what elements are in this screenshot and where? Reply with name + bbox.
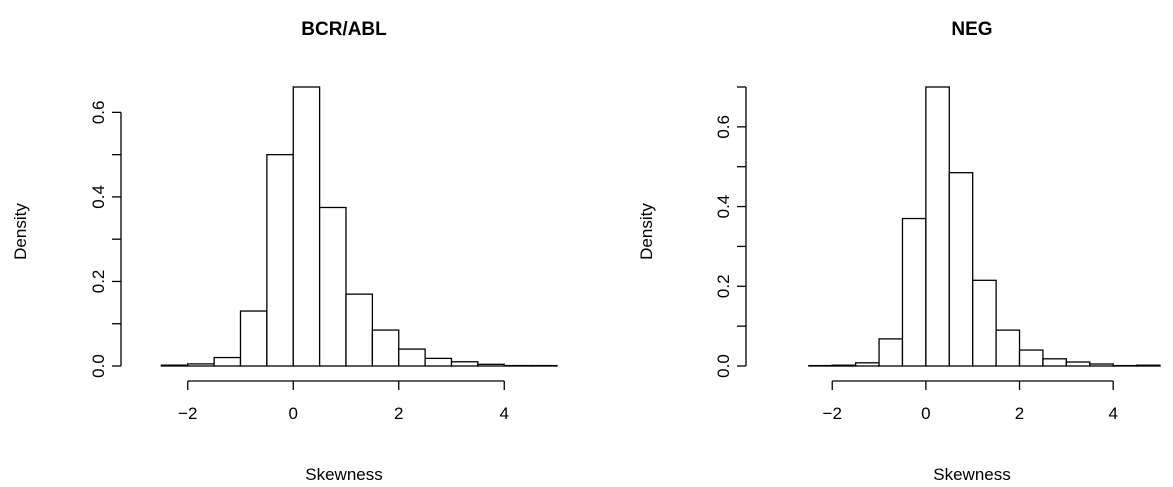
histogram-bar [452, 362, 478, 366]
histogram-bar [425, 358, 451, 366]
histogram-bar [902, 219, 925, 366]
y-tick-label: 0.2 [714, 274, 733, 298]
histogram-bar [1066, 362, 1089, 366]
x-tick-label: −2 [823, 404, 842, 423]
histogram-bar [320, 207, 346, 366]
y-tick-label: 0.4 [89, 185, 108, 209]
histogram-bar [996, 330, 1019, 366]
x-tick-label: 0 [921, 404, 930, 423]
y-tick-label: 0.6 [714, 115, 733, 139]
x-tick-label: 2 [394, 404, 403, 423]
histogram-bar [161, 365, 187, 366]
histogram-bar [478, 364, 504, 366]
histogram-bar [1137, 365, 1160, 366]
x-tick-label: 4 [1108, 404, 1117, 423]
histogram-bar [926, 87, 949, 366]
y-tick-label: 0.0 [89, 354, 108, 378]
histogram-bar [214, 358, 240, 366]
x-tick-label: −2 [178, 404, 197, 423]
x-axis-label: Skewness [933, 465, 1010, 484]
x-tick-label: 0 [289, 404, 298, 423]
histogram-panel-1: BCR/ABL −2 0 2 4 0.0 0.2 0.4 0.6 Density Skewness [11, 19, 557, 484]
histogram-bar [267, 155, 293, 366]
x-tick-label: 4 [500, 404, 509, 423]
histogram-bar [241, 311, 267, 366]
histogram-bar [949, 173, 972, 366]
x-tick-label: 2 [1015, 404, 1024, 423]
histogram-panel-2: NEG −2 0 2 4 0.0 0.2 0.4 0.6 Density Skewness [637, 19, 1160, 484]
y-axis-label: Density [637, 203, 656, 260]
chart-title: NEG [951, 19, 992, 40]
y-axis-label: Density [11, 203, 30, 260]
x-axis-label: Skewness [305, 465, 382, 484]
histogram-bar [856, 363, 879, 366]
histogram-bar [832, 365, 855, 366]
histogram-bar [879, 339, 902, 366]
histogram-bar [1043, 359, 1066, 366]
chart-title: BCR/ABL [301, 19, 387, 40]
histogram-bar [399, 349, 425, 366]
y-tick-label: 0.4 [714, 195, 733, 219]
histogram-bar [1090, 364, 1113, 366]
histogram-bar [188, 364, 214, 366]
histogram-bar [973, 280, 996, 366]
histogram-bar [346, 294, 372, 366]
y-tick-label: 0.2 [89, 270, 108, 294]
histogram-bar [293, 87, 319, 366]
y-tick-label: 0.0 [714, 354, 733, 378]
y-tick-label: 0.6 [89, 101, 108, 125]
histogram-bar [372, 330, 398, 366]
histogram-bar [1020, 350, 1043, 366]
